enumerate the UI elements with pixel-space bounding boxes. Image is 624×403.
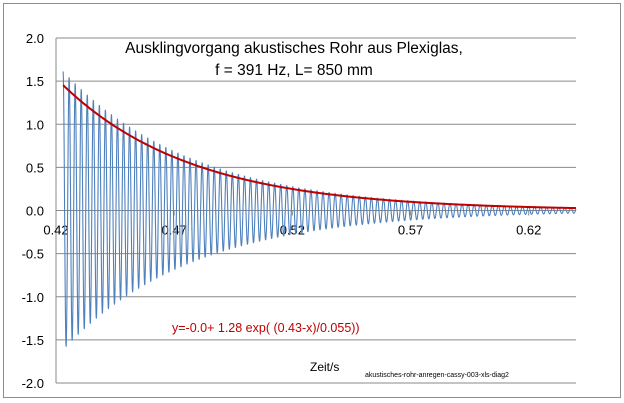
source-label: akustisches-rohr-anregen-cassy-003-xls-d…: [365, 372, 509, 379]
x-tick-label: 0.62: [516, 223, 541, 238]
y-tick-label: 1.0: [26, 117, 44, 132]
y-tick-label: 1.5: [26, 74, 44, 89]
y-tick-label: -0.5: [22, 247, 44, 262]
y-tick-label: -2.0: [22, 376, 44, 391]
series-group: [62, 71, 577, 347]
chart-title-line1: Ausklingvorgang akustisches Rohr aus Ple…: [125, 40, 463, 57]
chart-frame: -2.0 -1.5 -1.0 -0.5 0.0 0.5 1.0 1.5 2.0 0.42 0.47…: [3, 3, 621, 398]
x-axis-label: Zeit/s: [310, 360, 339, 374]
y-tick-label: 0.5: [26, 160, 44, 175]
x-tick-label: 0.52: [280, 223, 305, 238]
fit-formula-label: y=-0.0+ 1.28 exp( (0.43-x)/0.055)): [172, 321, 360, 335]
y-tick-label: -1.5: [22, 333, 44, 348]
chart-svg: -2.0-1.5-1.0-0.50.00.51.01.52.0 0.42 0.47…: [22, 31, 577, 391]
y-axis: -2.0 -1.5 -1.0 -0.5 0.0 0.5 1.0 1.5 2.0: [22, 31, 57, 391]
y-tick-label: -1.0: [22, 290, 44, 305]
x-tick-label: 0.57: [398, 223, 423, 238]
y-tick-label: 0.0: [26, 204, 44, 219]
chart-title-line2: f = 391 Hz, L= 850 mm: [215, 62, 373, 79]
oscillation-series-line: [62, 71, 577, 347]
y-tick-label: 2.0: [26, 31, 44, 46]
envelope-fit-line: [62, 84, 577, 210]
x-tick-label: 0.42: [43, 223, 68, 238]
